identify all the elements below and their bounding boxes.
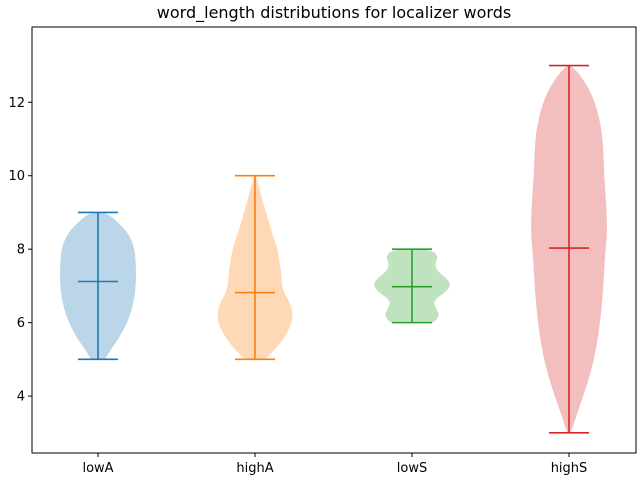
axes-frame (31, 26, 637, 454)
y-tick-label-4: 4 (17, 390, 25, 405)
x-tick-label-highA: highA (236, 461, 273, 476)
y-tick-label-10: 10 (8, 169, 25, 184)
y-tick-label-12: 12 (8, 96, 25, 111)
x-axis: lowA highA lowS highS (82, 453, 587, 476)
y-tick-label-8: 8 (17, 243, 25, 258)
x-tick-label-highS: highS (551, 461, 588, 476)
y-axis: 4 6 8 10 12 (8, 96, 32, 405)
y-tick-label-6: 6 (17, 316, 25, 331)
x-tick-label-lowA: lowA (82, 461, 113, 476)
x-tick-label-lowS: lowS (397, 461, 427, 476)
chart-title: word_length distributions for localizer … (157, 3, 511, 23)
plot-area (59, 64, 607, 434)
